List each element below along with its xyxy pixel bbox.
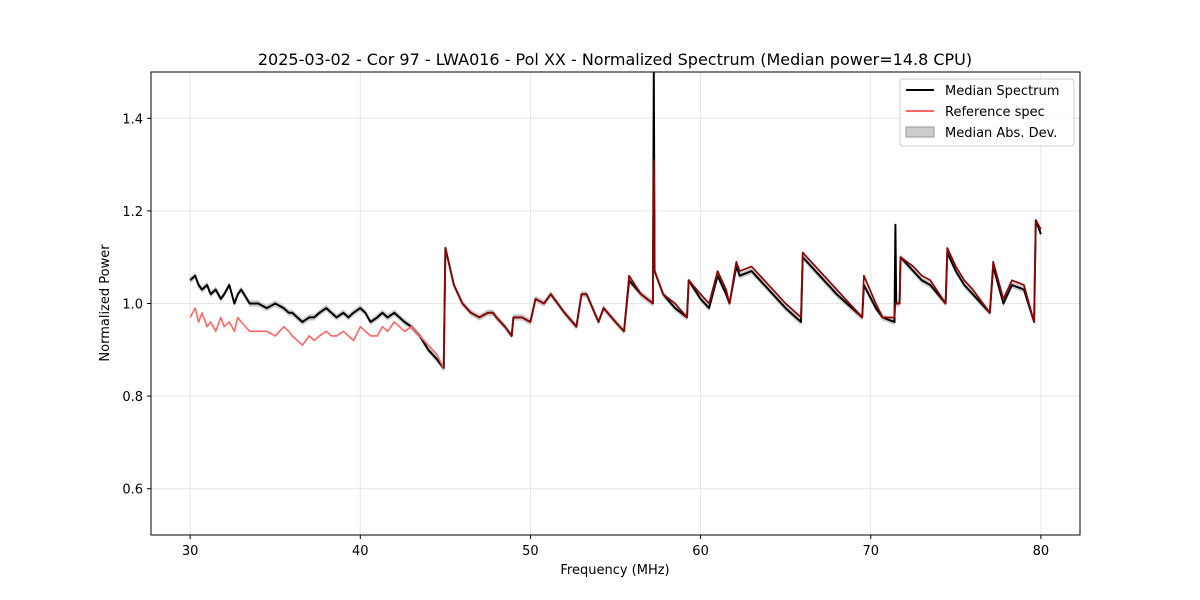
y-tick-label: 0.6 — [122, 483, 143, 498]
x-tick-label: 60 — [692, 544, 709, 559]
legend-mad-label: Median Abs. Dev. — [945, 126, 1057, 141]
chart-title: 2025-03-02 - Cor 97 - LWA016 - Pol XX - … — [258, 50, 972, 69]
y-axis: 0.6 0.8 1.0 1.2 1.4 — [122, 112, 151, 498]
overlap-line — [442, 159, 1042, 369]
legend-box — [899, 78, 1075, 147]
y-tick-label: 1.0 — [122, 298, 143, 313]
x-tick-label: 40 — [352, 544, 369, 559]
x-tick-label: 30 — [182, 544, 199, 559]
y-tick-label: 0.8 — [122, 390, 143, 405]
y-axis-label: Normalized Power — [98, 244, 113, 362]
x-axis-label: Frequency (MHz) — [560, 563, 669, 578]
legend-median-label: Median Spectrum — [945, 84, 1059, 99]
plot-area — [189, 72, 1042, 372]
x-tick-label: 80 — [1033, 544, 1050, 559]
x-tick-label: 50 — [522, 544, 539, 559]
legend-mad-swatch — [905, 126, 935, 138]
legend-reference-label: Reference spec — [945, 105, 1045, 120]
y-tick-label: 1.4 — [122, 112, 143, 127]
x-axis: 30 40 50 60 70 80 — [182, 535, 1049, 559]
legend: Median Spectrum Reference spec Median Ab… — [899, 78, 1075, 147]
y-tick-label: 1.2 — [122, 205, 143, 220]
x-tick-label: 70 — [862, 544, 879, 559]
